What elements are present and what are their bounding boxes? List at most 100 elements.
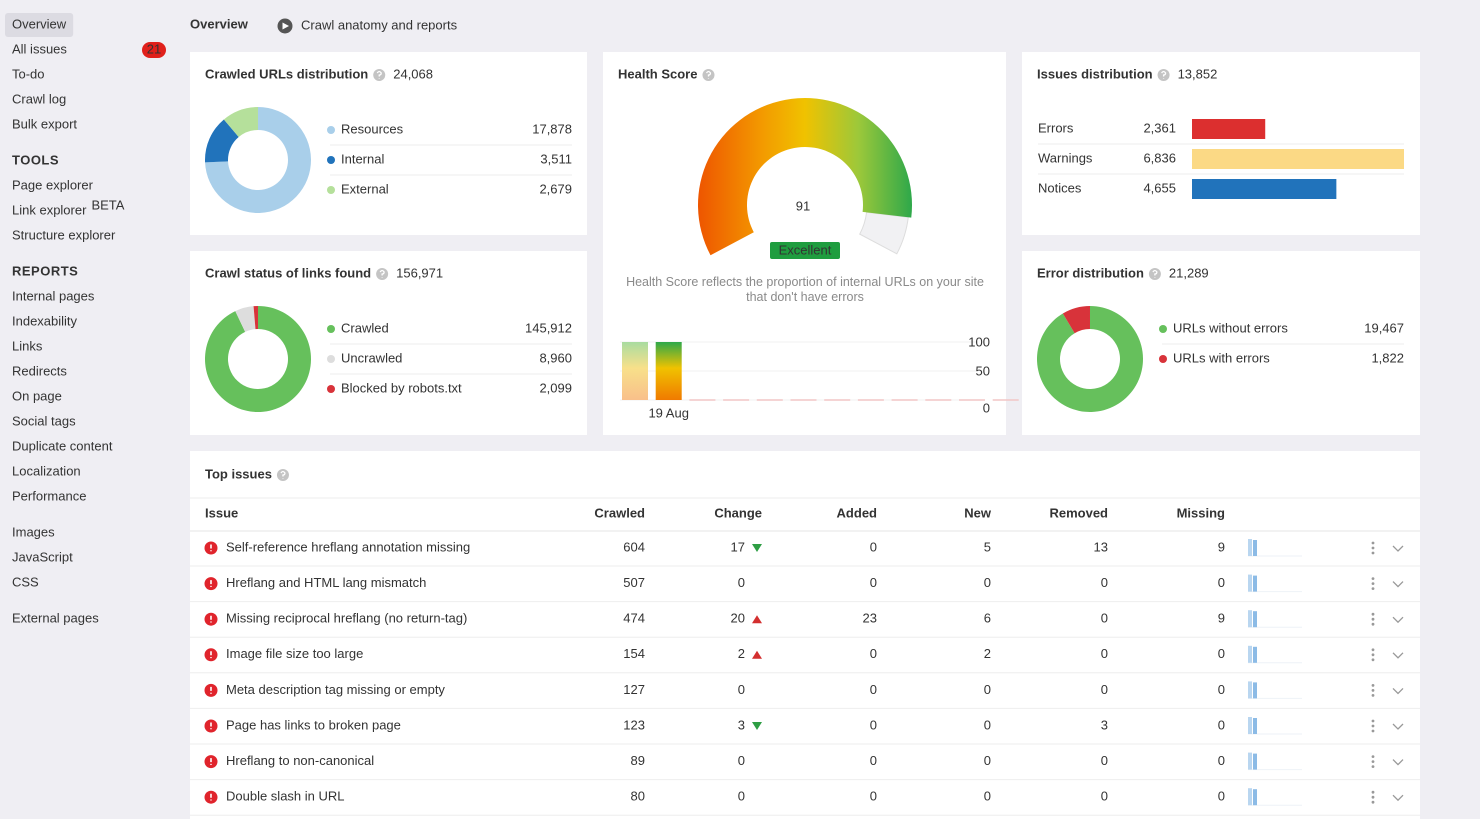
row-value[interactable]: 6,836 (1143, 150, 1176, 165)
menu-dot[interactable] (1371, 694, 1375, 697)
expand-chevron[interactable] (1392, 794, 1404, 802)
expand-chevron[interactable] (1392, 581, 1404, 588)
nav-item[interactable]: Internal pages (12, 288, 95, 303)
bar (1192, 179, 1337, 199)
legend-label: Uncrawled (341, 350, 402, 365)
nav-item[interactable]: Performance (12, 488, 86, 503)
menu-dot[interactable] (1371, 653, 1375, 657)
legend-value[interactable]: 3,511 (540, 151, 572, 166)
menu-dot[interactable] (1371, 622, 1375, 626)
legend-value[interactable]: 17,878 (532, 121, 572, 136)
nav-item[interactable]: On page (12, 388, 62, 403)
cell-value: 0 (870, 789, 877, 804)
menu-dot[interactable] (1371, 582, 1375, 585)
expand-chevron[interactable] (1392, 545, 1404, 552)
card-total: 13,852 (1178, 66, 1218, 81)
menu-dot[interactable] (1371, 648, 1375, 652)
expand-chevron[interactable] (1392, 687, 1404, 695)
donut-segment (205, 119, 239, 163)
menu-dot[interactable] (1371, 658, 1375, 662)
menu-dot[interactable] (1371, 760, 1375, 763)
nav-item[interactable]: Crawl log (12, 91, 66, 106)
nav-item[interactable]: Duplicate content (12, 438, 113, 453)
cell-value: 0 (984, 682, 991, 697)
expand-chevron[interactable] (1392, 723, 1404, 730)
bar (1192, 149, 1404, 169)
menu-dot[interactable] (1371, 765, 1375, 768)
nav-item[interactable]: Bulk export (12, 116, 77, 131)
issue-name[interactable]: Missing reciprocal hreflang (no return-t… (226, 611, 467, 626)
cell-value: 23 (863, 611, 877, 626)
nav-item[interactable]: Indexability (12, 313, 78, 328)
menu-dot[interactable] (1371, 617, 1375, 621)
legend-value[interactable]: 8,960 (539, 350, 572, 365)
card-total[interactable]: 156,971 (396, 265, 443, 280)
nav-item[interactable]: Redirects (12, 363, 67, 378)
nav-item[interactable]: Structure explorer (12, 227, 116, 242)
row-label: Errors (1038, 120, 1074, 135)
sparkline-bar (1248, 788, 1252, 806)
sparkline-bar (1253, 611, 1257, 628)
expand-chevron[interactable] (1392, 759, 1404, 766)
nav-item[interactable]: Social tags (12, 413, 76, 428)
cell-value: 0 (1101, 646, 1108, 661)
menu-dot[interactable] (1371, 790, 1375, 794)
cell-value: 0 (738, 575, 745, 590)
legend-label: Crawled (341, 320, 389, 335)
sparkline-bar (1253, 575, 1257, 592)
menu-dot[interactable] (1371, 719, 1375, 723)
help-icon-glyph (379, 269, 385, 278)
nav-item[interactable]: Link explorer (12, 202, 87, 217)
legend-value[interactable]: 145,912 (525, 320, 572, 335)
expand-chevron[interactable] (1392, 652, 1404, 659)
help-icon-glyph (280, 470, 286, 479)
menu-dot[interactable] (1371, 577, 1375, 580)
issue-name[interactable]: Double slash in URL (226, 789, 345, 804)
menu-dot[interactable] (1371, 612, 1375, 616)
nav-item[interactable]: Images (12, 524, 55, 539)
column-header: Removed (1049, 505, 1108, 520)
nav-item[interactable]: JavaScript (12, 549, 73, 564)
issue-name[interactable]: Hreflang to non-canonical (226, 753, 374, 768)
nav-item[interactable]: Overview (12, 16, 67, 31)
menu-dot[interactable] (1371, 755, 1375, 758)
nav-item[interactable]: Page explorer (12, 177, 94, 192)
legend-value[interactable]: 2,099 (539, 380, 572, 395)
card-total[interactable]: 24,068 (393, 66, 433, 81)
menu-dot[interactable] (1371, 795, 1375, 799)
menu-dot[interactable] (1371, 546, 1375, 550)
issue-name[interactable]: Page has links to broken page (226, 717, 401, 732)
legend-dot (327, 126, 335, 134)
issue-name[interactable]: Self-reference hreflang annotation missi… (226, 539, 470, 554)
nav-item[interactable]: Links (12, 338, 43, 353)
nav-item[interactable]: All issues (12, 41, 67, 56)
menu-dot[interactable] (1371, 541, 1375, 545)
row-value[interactable]: 4,655 (1143, 180, 1176, 195)
legend-value[interactable]: 2,679 (539, 181, 572, 196)
cell-value: 0 (984, 789, 991, 804)
menu-dot[interactable] (1371, 684, 1375, 687)
issue-name[interactable]: Hreflang and HTML lang mismatch (226, 575, 426, 590)
cell-value: 0 (870, 575, 877, 590)
legend-dot (1159, 325, 1167, 333)
header-link[interactable]: Crawl anatomy and reports (301, 17, 458, 32)
trend-arrow (752, 650, 762, 659)
row-value[interactable]: 2,361 (1143, 120, 1176, 135)
legend-value: 19,467 (1364, 320, 1404, 335)
menu-dot[interactable] (1371, 587, 1375, 590)
expand-chevron[interactable] (1392, 616, 1404, 624)
menu-dot[interactable] (1371, 551, 1375, 555)
issue-name[interactable]: Image file size too large (226, 646, 363, 661)
menu-dot[interactable] (1371, 724, 1375, 728)
menu-dot[interactable] (1371, 689, 1375, 692)
legend-value: 1,822 (1371, 350, 1404, 365)
nav-item[interactable]: Localization (12, 463, 81, 478)
nav-item[interactable]: CSS (12, 574, 39, 589)
nav-item[interactable]: To-do (12, 66, 45, 81)
cell-value: 0 (984, 753, 991, 768)
nav-item[interactable]: External pages (12, 610, 99, 625)
menu-dot[interactable] (1371, 729, 1375, 733)
sparkline-bar (1248, 717, 1252, 734)
menu-dot[interactable] (1371, 800, 1375, 804)
issue-name[interactable]: Meta description tag missing or empty (226, 682, 445, 697)
